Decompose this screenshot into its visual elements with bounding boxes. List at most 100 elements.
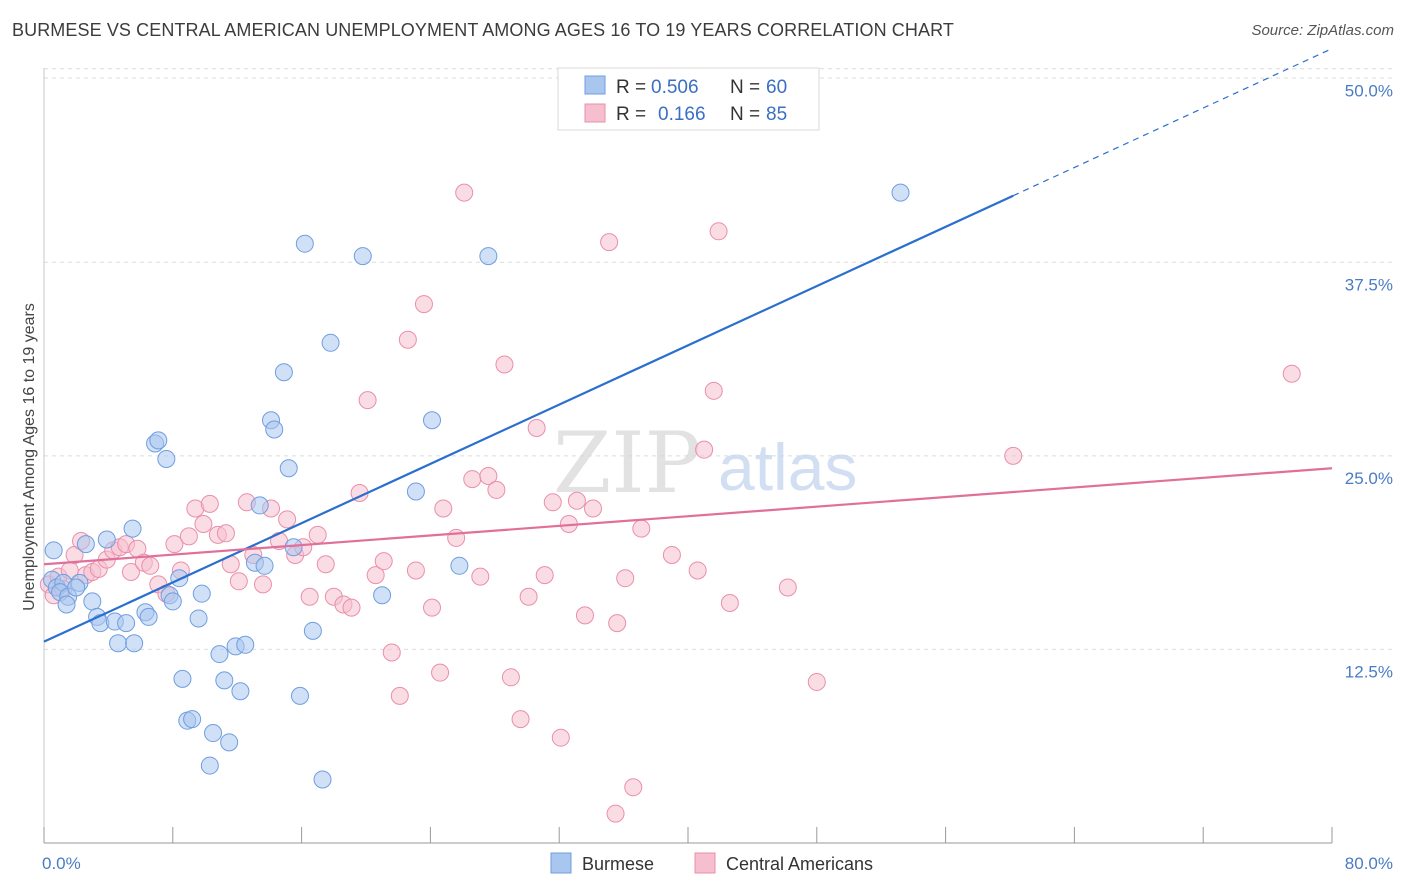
data-point xyxy=(624,778,643,797)
data-point xyxy=(447,528,466,547)
central-americans-points xyxy=(39,183,1301,823)
data-point xyxy=(215,671,234,690)
data-point xyxy=(216,524,235,543)
legend-swatch-burmese xyxy=(584,75,606,95)
data-point xyxy=(353,247,372,266)
legend-box: R = 0.506 N = 60 R = 0.166 N = 85 xyxy=(557,67,820,131)
y-tick-labels: 12.5% 25.0% 37.5% 50.0% xyxy=(1345,82,1393,682)
data-point xyxy=(117,614,136,633)
bottom-legend-swatch-central xyxy=(694,852,716,874)
data-point xyxy=(141,556,160,575)
data-point xyxy=(373,586,392,605)
legend-r-value-1: 0.506 xyxy=(651,77,699,98)
data-point xyxy=(76,535,95,554)
data-point xyxy=(163,592,182,611)
legend-n-label-2: N = xyxy=(730,104,760,125)
legend-n-value-2: 85 xyxy=(766,104,787,125)
data-point xyxy=(316,555,335,574)
data-point xyxy=(192,584,211,603)
legend-n-label-1: N = xyxy=(730,77,760,98)
data-point xyxy=(250,496,269,515)
data-point xyxy=(616,569,635,588)
data-point xyxy=(431,663,450,682)
data-point xyxy=(170,569,189,588)
data-point xyxy=(606,804,625,823)
data-point xyxy=(688,561,707,580)
data-point xyxy=(97,530,116,549)
data-point xyxy=(229,572,248,591)
data-point xyxy=(891,183,910,202)
data-point xyxy=(165,535,184,554)
data-point xyxy=(551,728,570,747)
data-point xyxy=(423,411,442,430)
data-point xyxy=(778,578,797,597)
data-point xyxy=(210,645,229,664)
legend-r-value-2: 0.166 xyxy=(658,104,706,125)
data-point xyxy=(220,733,239,752)
data-point xyxy=(295,234,314,253)
data-point xyxy=(390,686,409,705)
data-point xyxy=(308,525,327,544)
data-point xyxy=(358,391,377,410)
data-point xyxy=(414,295,433,314)
data-point xyxy=(662,545,681,564)
data-point xyxy=(406,482,425,501)
data-point xyxy=(807,672,826,691)
y-tick-label: 37.5% xyxy=(1345,275,1393,294)
bottom-legend: Burmese Central Americans xyxy=(550,852,873,874)
bottom-legend-label-burmese: Burmese xyxy=(582,854,654,874)
data-point xyxy=(501,668,520,687)
x-tick-label-min: 0.0% xyxy=(42,854,81,873)
data-point xyxy=(123,519,142,538)
data-point xyxy=(450,556,469,575)
burmese-trend-line xyxy=(43,194,1014,643)
data-point xyxy=(519,587,538,606)
data-point xyxy=(1004,446,1023,465)
data-point xyxy=(109,634,128,653)
data-point xyxy=(67,578,86,597)
data-point xyxy=(255,556,274,575)
burmese-points xyxy=(43,183,910,789)
chart-title: BURMESE VS CENTRAL AMERICAN UNEMPLOYMENT… xyxy=(12,20,954,40)
legend-r-label-2: R = xyxy=(616,104,646,125)
data-point xyxy=(720,593,739,612)
data-point xyxy=(398,330,417,349)
trend-lines xyxy=(43,48,1333,643)
data-point xyxy=(543,493,562,512)
data-point xyxy=(253,575,272,594)
data-point xyxy=(300,587,319,606)
data-point xyxy=(463,470,482,489)
data-point xyxy=(406,561,425,580)
data-point xyxy=(321,333,340,352)
data-point xyxy=(44,541,63,560)
data-point xyxy=(157,449,176,468)
data-point xyxy=(189,609,208,628)
data-point xyxy=(231,682,250,701)
data-point xyxy=(471,567,490,586)
data-point xyxy=(279,459,298,478)
data-point xyxy=(121,562,140,581)
data-point xyxy=(382,643,401,662)
chart-source: Source: ZipAtlas.com xyxy=(1251,22,1394,39)
data-point xyxy=(1282,364,1301,383)
data-point xyxy=(274,363,293,382)
data-point xyxy=(139,607,158,626)
data-point xyxy=(584,499,603,518)
bottom-legend-label-central: Central Americans xyxy=(726,854,873,874)
data-point xyxy=(527,418,546,437)
data-point xyxy=(575,606,594,625)
data-point xyxy=(284,538,303,557)
data-point xyxy=(183,710,202,729)
data-point xyxy=(83,592,102,611)
x-ticks xyxy=(43,827,1333,843)
data-point xyxy=(200,494,219,513)
data-point xyxy=(511,710,530,729)
data-point xyxy=(455,183,474,202)
y-tick-label: 12.5% xyxy=(1345,662,1393,681)
data-point xyxy=(342,598,361,617)
y-axis-label: Unemployment Among Ages 16 to 19 years xyxy=(21,303,38,611)
data-point xyxy=(434,499,453,518)
data-point xyxy=(200,756,219,775)
data-point xyxy=(487,480,506,499)
